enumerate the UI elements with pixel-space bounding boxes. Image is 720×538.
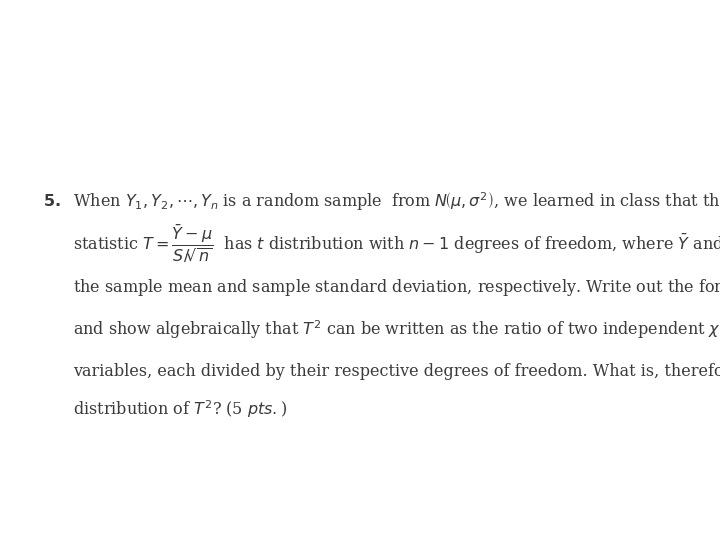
Text: and show algebraically that $T^2$ can be written as the ratio of two independent: and show algebraically that $T^2$ can be… — [73, 318, 720, 341]
Text: variables, each divided by their respective degrees of freedom. What is, therefo: variables, each divided by their respect… — [73, 363, 720, 379]
Text: statistic $T = \dfrac{\bar{Y} - \mu}{S/\!\sqrt{n}}$  has $t$ distribution with $: statistic $T = \dfrac{\bar{Y} - \mu}{S/\… — [73, 223, 720, 265]
Text: distribution of $T^2$? (5 $\mathit{pts}.$): distribution of $T^2$? (5 $\mathit{pts}.… — [73, 399, 287, 420]
Text: the sample mean and sample standard deviation, respectively. Write out the form : the sample mean and sample standard devi… — [73, 277, 720, 299]
Text: $\mathbf{5.}$  When $Y_1, Y_2, \cdots, Y_n$ is a random sample  from $N\!\left(\: $\mathbf{5.}$ When $Y_1, Y_2, \cdots, Y_… — [43, 190, 720, 213]
